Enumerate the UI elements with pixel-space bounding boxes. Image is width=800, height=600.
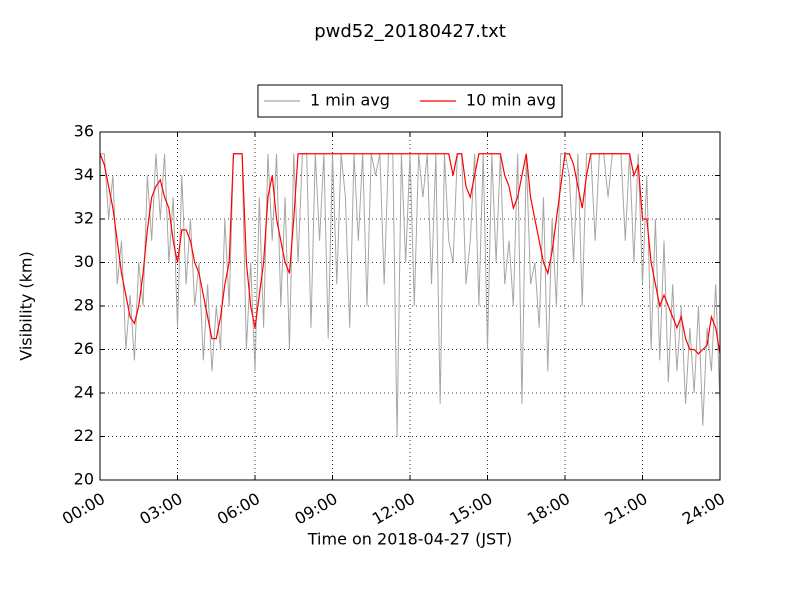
x-tick-label: 00:00	[59, 489, 108, 529]
y-tick-label: 36	[74, 122, 94, 141]
y-tick-label: 30	[74, 252, 94, 271]
x-tick-label: 24:00	[679, 489, 728, 529]
y-tick-label: 34	[74, 165, 94, 184]
x-tick-label: 21:00	[601, 489, 650, 529]
series-line	[99, 153, 721, 355]
y-tick-label: 24	[74, 383, 94, 402]
chart-title: pwd52_20180427.txt	[314, 21, 506, 42]
x-tick-label: 06:00	[214, 489, 263, 529]
legend-label: 1 min avg	[310, 91, 390, 110]
x-tick-label: 03:00	[136, 489, 185, 529]
x-tick-label: 12:00	[369, 489, 418, 529]
y-axis-label: Visibility (km)	[17, 251, 36, 360]
y-tick-label: 22	[74, 426, 94, 445]
plot-frame	[99, 131, 721, 481]
y-tick-label: 26	[74, 339, 94, 358]
legend: 1 min avg 10 min avg	[263, 91, 556, 110]
legend-box	[257, 84, 563, 118]
y-tick-label: 32	[74, 209, 94, 228]
x-axis-label: Time on 2018-04-27 (JST)	[307, 530, 512, 549]
legend-label: 10 min avg	[466, 91, 556, 110]
x-tick-label: 18:00	[524, 489, 573, 529]
x-tick-label: 15:00	[446, 489, 495, 529]
x-tick-label: 09:00	[291, 489, 340, 529]
y-tick-label: 28	[74, 296, 94, 315]
y-tick-label: 20	[74, 470, 94, 489]
